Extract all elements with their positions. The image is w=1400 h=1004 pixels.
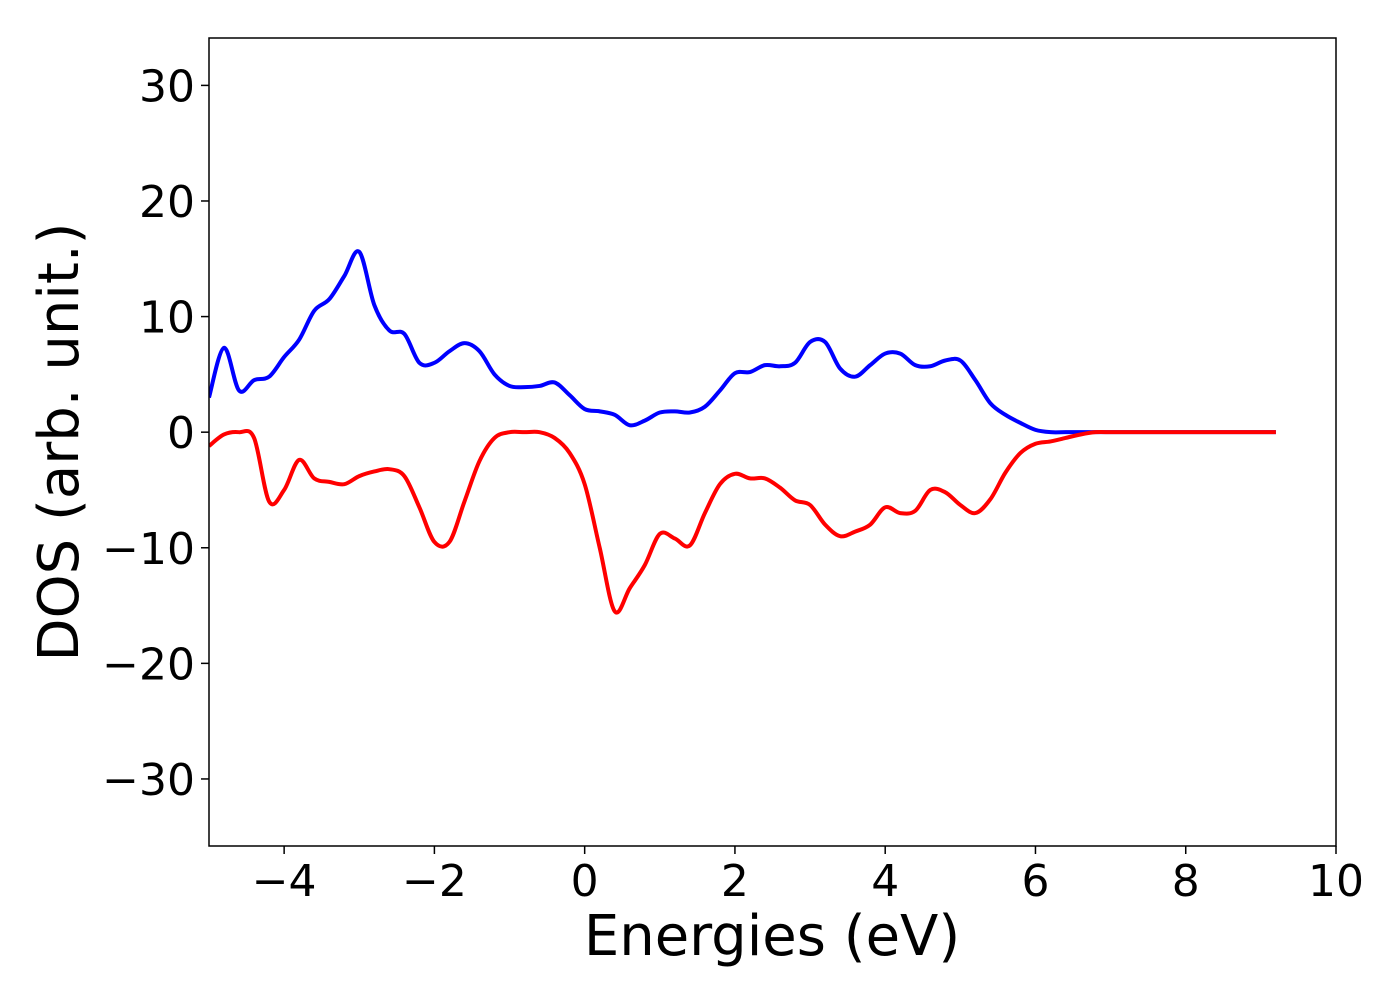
x-tick-label: 8	[1172, 856, 1200, 907]
x-tick-label: 4	[871, 856, 899, 907]
x-tick-label: 0	[571, 856, 599, 907]
y-tick-label: −30	[102, 755, 195, 806]
x-tick-label: 10	[1308, 856, 1364, 907]
x-tick-label: −4	[252, 856, 317, 907]
x-tick-label: 6	[1021, 856, 1049, 907]
x-tick-label: −2	[402, 856, 467, 907]
dos-line	[209, 428, 1276, 615]
y-tick-label: −20	[102, 639, 195, 690]
dos-line	[209, 249, 1276, 435]
y-tick-label: −10	[102, 524, 195, 575]
plot-frame	[208, 37, 1337, 847]
y-tick-label: 0	[167, 408, 195, 459]
y-tick-label: 10	[139, 293, 195, 344]
y-axis-label: DOS (arb. unit.)	[27, 222, 92, 661]
y-tick-label: 30	[139, 61, 195, 112]
x-tick-label: 2	[721, 856, 749, 907]
y-tick-label: 20	[139, 177, 195, 228]
x-axis-label: Energies (eV)	[584, 904, 960, 969]
